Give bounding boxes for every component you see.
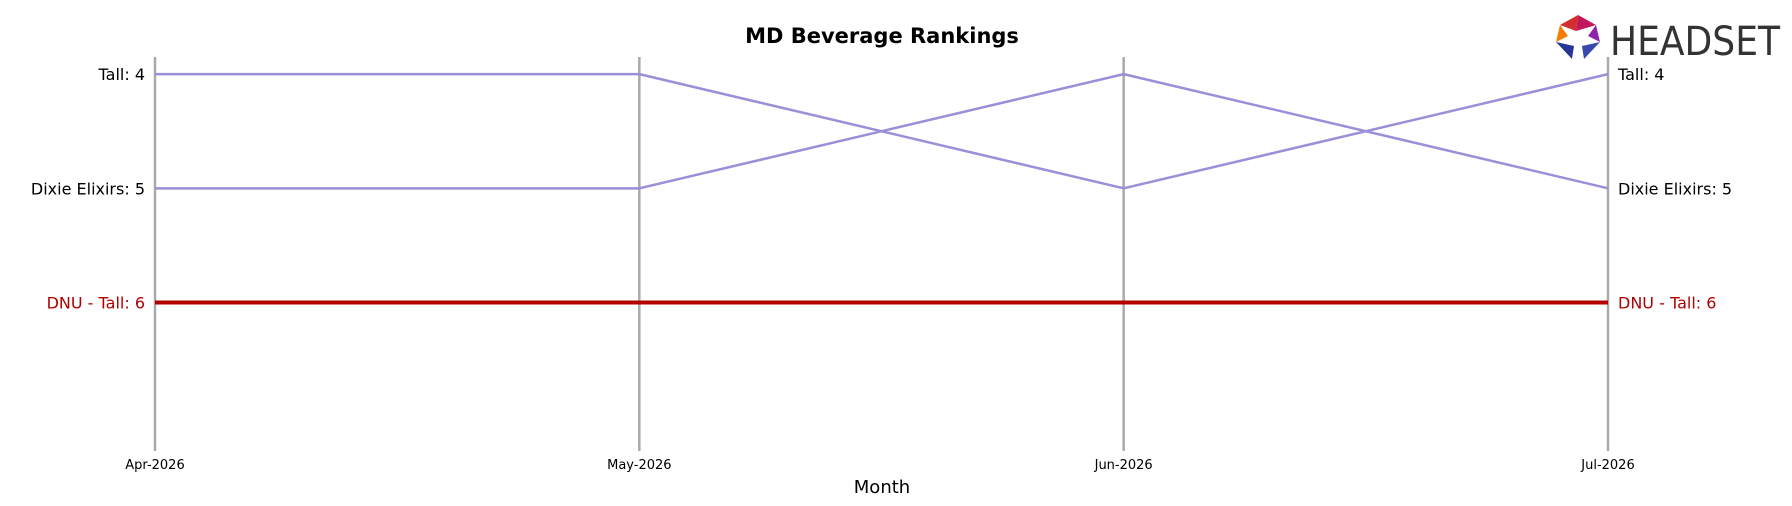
headset-logo-text: HEADSET <box>1610 19 1780 65</box>
chart-title: MD Beverage Rankings <box>745 24 1019 48</box>
end-label-dixie-elixirs: Dixie Elixirs: 5 <box>1618 179 1732 198</box>
headset-hexagon-logo-icon <box>1556 15 1600 59</box>
end-label-dnu-tall: DNU - Tall: 6 <box>1618 294 1716 313</box>
x-tick-label: Apr-2026 <box>125 458 184 473</box>
x-tick-label: Jun-2026 <box>1094 458 1153 473</box>
x-tick-labels: Apr-2026 May-2026 Jun-2026 Jul-2026 <box>125 458 1634 473</box>
series-line-dixie-elixirs <box>155 72 1609 190</box>
start-label-dixie-elixirs: Dixie Elixirs: 5 <box>31 179 145 198</box>
x-tick-label: Jul-2026 <box>1580 458 1634 473</box>
series-labels: Tall: 4 Tall: 4 Dixie Elixirs: 5 Dixie Elix… <box>31 65 1732 312</box>
start-label-tall: Tall: 4 <box>98 65 145 84</box>
end-label-tall: Tall: 4 <box>1617 65 1664 84</box>
month-gridlines <box>153 57 1610 451</box>
x-tick-label: May-2026 <box>607 458 671 473</box>
start-label-dnu-tall: DNU - Tall: 6 <box>47 294 145 313</box>
x-axis-label: Month <box>854 477 910 498</box>
series-lines <box>155 72 1609 305</box>
headset-logo: HEADSET <box>1556 15 1780 65</box>
